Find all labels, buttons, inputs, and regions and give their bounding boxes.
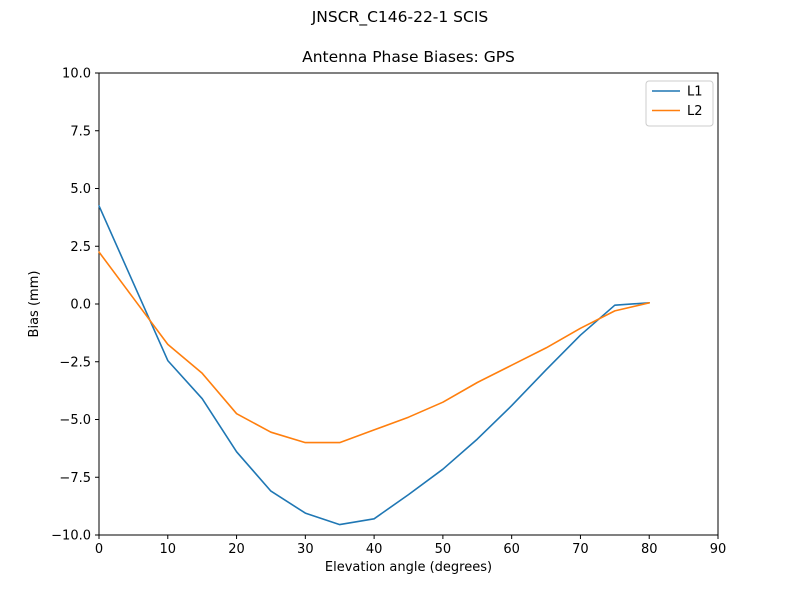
y-tick-label: −5.0: [59, 413, 91, 428]
y-tick-label: 0.0: [70, 298, 91, 313]
x-axis-label: Elevation angle (degrees): [325, 560, 492, 575]
x-tick-label: 90: [710, 542, 727, 557]
x-tick-label: 70: [572, 542, 589, 557]
y-axis-label: Bias (mm): [27, 271, 42, 338]
x-tick-label: 10: [160, 542, 177, 557]
y-tick-label: 7.5: [70, 124, 91, 139]
series-line-L2: [98, 251, 651, 444]
y-tick-label: −10.0: [51, 529, 91, 544]
x-tick-label: 80: [641, 542, 658, 557]
x-tick-label: 30: [297, 542, 314, 557]
series-line-L1: [98, 205, 651, 526]
legend-entry-label-L2: L2: [687, 104, 703, 119]
y-axis-ticks: 10.0 7.5 5.0 2.5 0.0 −2.5 −5.0 −7.5 −10.0: [51, 67, 99, 544]
x-tick-label: 0: [95, 542, 103, 557]
y-tick-label: −2.5: [59, 355, 91, 370]
x-tick-label: 50: [435, 542, 452, 557]
data-series-lines: [98, 205, 651, 526]
axes-title: Antenna Phase Biases: GPS: [302, 48, 515, 66]
x-axis-ticks: 0 10 20 30 40 50 60 70 80 90: [95, 535, 726, 557]
y-tick-label: 10.0: [62, 67, 91, 82]
x-tick-label: 40: [366, 542, 383, 557]
legend-entry-label-L1: L1: [687, 85, 703, 100]
legend-frame: [645, 80, 714, 127]
y-tick-label: −7.5: [59, 471, 91, 486]
x-tick-label: 20: [228, 542, 245, 557]
x-tick-label: 60: [503, 542, 520, 557]
y-tick-label: 5.0: [70, 182, 91, 197]
figure-suptitle: JNSCR_C146-22-1 SCIS: [311, 8, 489, 27]
y-tick-label: 2.5: [70, 240, 91, 255]
